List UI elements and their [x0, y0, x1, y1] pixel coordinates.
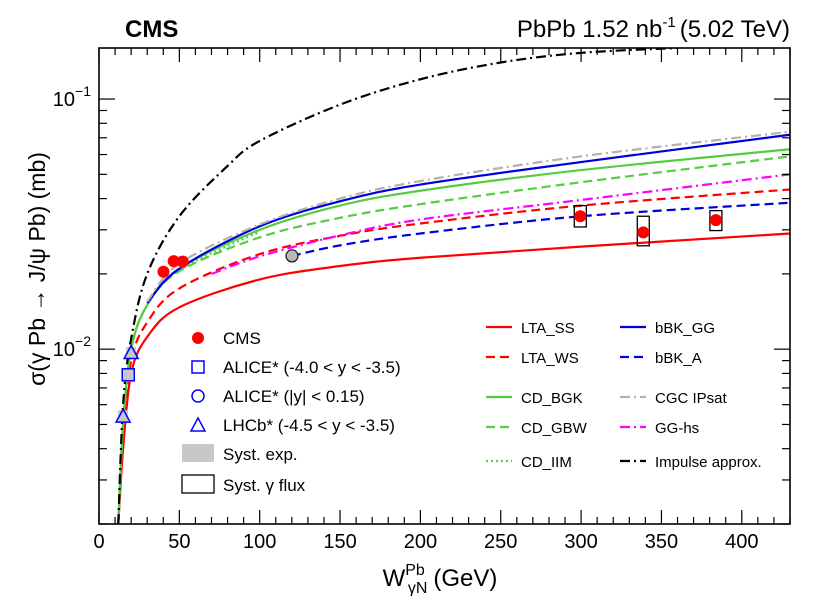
experiment-label: CMS: [125, 16, 178, 43]
x-tick-label: 100: [243, 531, 276, 553]
marker-ALICE-mid-0: [285, 249, 299, 263]
y-ticks: 10−2 10−1: [53, 83, 790, 525]
y-tick-label: 10−2: [53, 333, 91, 361]
flux-box-CMS-5: [709, 209, 723, 232]
plot-area: 0 50 100 150 200 250 300 350 400 10−2 10−1: [53, 47, 791, 553]
legend-syst-exp-swatch: [182, 444, 214, 462]
x-tick-label: 300: [564, 531, 597, 553]
legend-syst-flux-swatch: [181, 474, 215, 494]
legend-label-LHCb: LHCb* (-4.5 < y < -3.5): [223, 416, 395, 435]
syst-band-LHCb-0: [118, 410, 129, 423]
marker-CMS-5: [709, 214, 722, 227]
marker-LHCb-0: [114, 407, 132, 423]
legend-syst-flux-label: Syst. γ flux: [223, 476, 306, 495]
curve-bBK_GG: [146, 133, 790, 304]
x-tick-label: 50: [168, 531, 190, 553]
x-tick-label: 200: [404, 531, 437, 553]
x-tick-label: 350: [645, 531, 678, 553]
legend-marker-CMS: [192, 332, 204, 344]
legend-marker-ALICE-forward: [191, 360, 205, 374]
curve-bBK_A: [291, 201, 790, 257]
legend-label-CMS: CMS: [223, 329, 261, 348]
x-ticks: 0 50 100 150 200 250 300 350 400: [93, 48, 791, 553]
legend-label-GG-hs: GG-hs: [655, 420, 699, 437]
y-tick-label: 10−1: [53, 83, 91, 111]
legend-marker-ALICE-mid: [191, 389, 205, 403]
curve-LTA_SS: [117, 232, 790, 524]
syst-band-ALICE-forward-0: [123, 368, 134, 382]
legend-label-ALICE-mid: ALICE* (|y| < 0.15): [223, 387, 365, 406]
legend-label-LTA_WS: LTA_WS: [521, 350, 579, 367]
legend-label-LTA_SS: LTA_SS: [521, 320, 575, 337]
legend-label-CGC_IPsat: CGC IPsat: [655, 390, 728, 407]
x-tick-label: 400: [725, 531, 758, 553]
legend: CMS ALICE* (-4.0 < y < -3.5) ALICE* (|y| <…: [181, 320, 762, 495]
marker-CMS-2: [176, 255, 189, 268]
marker-CMS-4: [637, 226, 650, 239]
legend-label-CD_GBW: CD_GBW: [521, 420, 588, 437]
legend-label-ALICE-forward: ALICE* (-4.0 < y < -3.5): [223, 358, 401, 377]
legend-label-bBK_GG: bBK_GG: [655, 320, 715, 337]
legend-label-Impulse: Impulse approx.: [655, 454, 762, 471]
marker-CMS-1: [167, 255, 180, 268]
marker-LHCb-1: [122, 343, 140, 360]
legend-syst-exp-label: Syst. exp.: [223, 445, 298, 464]
legend-marker-LHCb: [189, 416, 207, 432]
syst-band-LHCb-1: [126, 347, 137, 359]
marker-CMS-0: [157, 265, 170, 278]
legend-label-bBK_A: bBK_A: [655, 350, 702, 367]
x-tick-label: 0: [93, 531, 104, 553]
y-axis-label: σ(γ Pb → J/ψ Pb) (mb): [24, 152, 50, 386]
data-markers: [114, 204, 723, 423]
model-curves: [117, 48, 790, 524]
x-tick-label: 150: [323, 531, 356, 553]
dataset-label: PbPb 1.52 nb-1 (5.02 TeV): [517, 14, 790, 43]
marker-CMS-3: [574, 210, 587, 223]
curve-CGC_IPsat: [146, 130, 790, 303]
x-axis-label: WPb γN (GeV): [383, 562, 498, 596]
legend-label-CD_IIM: CD_IIM: [521, 454, 572, 471]
marker-ALICE-forward-0: [121, 368, 135, 382]
flux-box-CMS-4: [636, 215, 650, 247]
plot-frame: [98, 47, 791, 525]
x-tick-label: 250: [484, 531, 517, 553]
legend-label-CD_BGK: CD_BGK: [521, 390, 583, 407]
flux-box-CMS-3: [573, 204, 587, 228]
